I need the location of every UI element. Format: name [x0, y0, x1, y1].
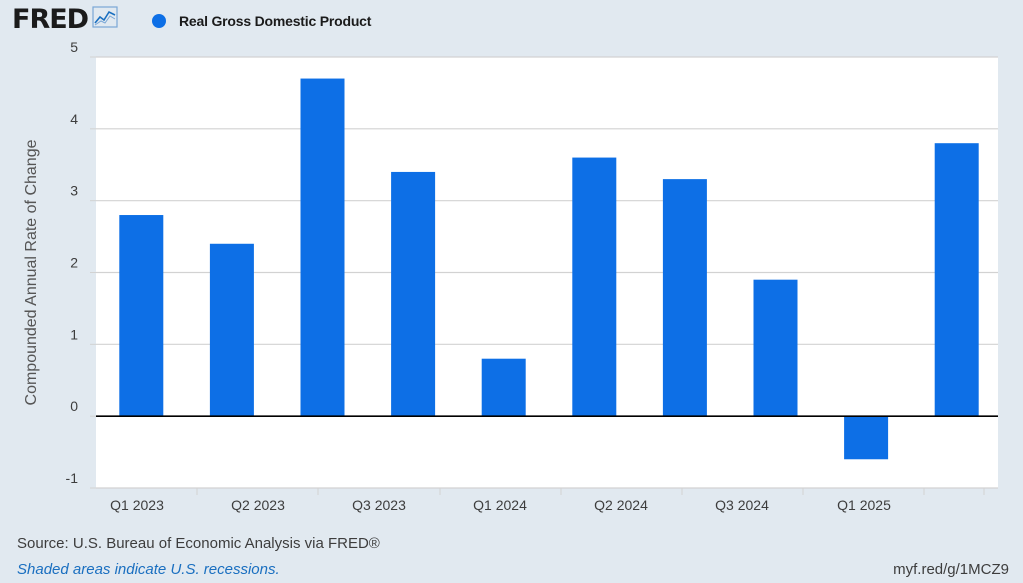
line-chart-icon: [92, 6, 118, 33]
bar-q3-2024: [662, 179, 707, 417]
bar-q2-2024: [572, 157, 617, 417]
x-tick-label: Q2 2024: [594, 497, 648, 513]
x-tick-label: Q2 2023: [231, 497, 285, 513]
x-tick-label: Q3 2024: [715, 497, 769, 513]
fred-wordmark: FRED: [12, 4, 89, 35]
bar-q4-2023: [391, 171, 436, 417]
legend-label: Real Gross Domestic Product: [179, 13, 372, 29]
y-tick-label: 2: [70, 255, 78, 271]
bar-q2-2025: [934, 143, 979, 417]
fred-logo[interactable]: FRED: [12, 6, 118, 33]
y-tick-label: 1: [70, 326, 78, 342]
source-note: Source: U.S. Bureau of Economic Analysis…: [17, 535, 380, 552]
y-tick-label: 5: [70, 39, 78, 55]
legend-marker-icon: [152, 14, 166, 28]
bar-q3-2023: [300, 78, 345, 417]
x-tick-label: Q1 2025: [837, 497, 891, 513]
y-tick-label: 4: [70, 111, 78, 127]
x-tick-label: Q1 2024: [473, 497, 527, 513]
bar-q2-2023: [209, 243, 254, 417]
y-tick-label: 0: [70, 398, 78, 414]
x-tick-label: Q1 2023: [110, 497, 164, 513]
y-tick-label: 3: [70, 183, 78, 199]
y-tick-label: -1: [66, 470, 79, 486]
bar-q1-2024: [481, 358, 526, 417]
bar-q1-2025: [844, 416, 889, 460]
y-axis-title: Compounded Annual Rate of Change: [23, 139, 40, 405]
x-tick-label: Q3 2023: [352, 497, 406, 513]
chart-legend: Real Gross Domestic Product: [152, 13, 371, 29]
bar-q1-2023: [119, 215, 164, 417]
short-link[interactable]: myf.red/g/1MCZ9: [893, 561, 1009, 578]
bar-q4-2024: [753, 279, 798, 417]
recession-note: Shaded areas indicate U.S. recessions.: [17, 561, 280, 578]
